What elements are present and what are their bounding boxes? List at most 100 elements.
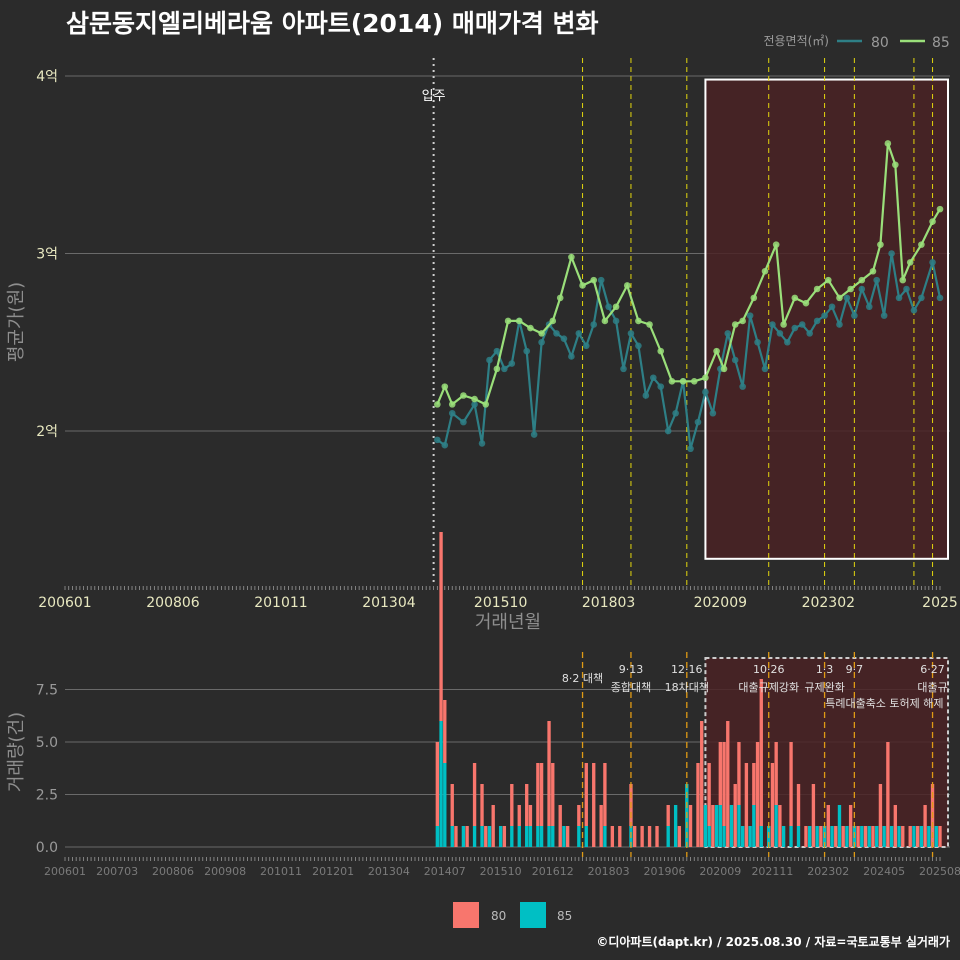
data-point-85 <box>646 321 653 328</box>
bar-80 <box>536 763 540 826</box>
data-point-85 <box>929 218 936 225</box>
bar-80 <box>565 826 570 847</box>
bar-80 <box>539 763 544 826</box>
y-axis-title-bottom: 거래량(건) <box>6 712 27 792</box>
data-point-80 <box>731 356 739 364</box>
bar-85 <box>815 826 819 847</box>
data-point-85 <box>568 253 575 261</box>
bar-80 <box>796 784 801 826</box>
data-point-85 <box>668 378 676 385</box>
data-point-80 <box>843 294 851 302</box>
bar-85 <box>919 826 924 847</box>
bar-80 <box>502 826 507 847</box>
data-point-80 <box>471 401 478 408</box>
bar-80 <box>517 805 521 826</box>
y-tick-label-bottom: 7.5 <box>36 683 58 699</box>
policy-label-sub: 대출규 <box>917 681 947 694</box>
bar-85 <box>845 826 849 847</box>
bar-80 <box>677 826 682 847</box>
x-tick-label-bottom: 201906 <box>643 865 685 878</box>
bar-80 <box>871 826 875 847</box>
x-tick-label-bottom: 202009 <box>699 865 741 878</box>
bar-80 <box>707 763 711 826</box>
bar-85 <box>547 826 551 847</box>
bar-85 <box>718 805 722 847</box>
bar-80 <box>804 826 808 847</box>
bar-85 <box>722 826 726 847</box>
data-point-80 <box>575 330 583 337</box>
x-tick-label-top: 202009 <box>694 595 747 611</box>
bar-80 <box>603 763 607 826</box>
policy-label-sub: 특례대출축소 토허제 해제 <box>825 696 943 710</box>
policy-label: 10·26 <box>753 663 785 676</box>
bar-85 <box>740 826 745 847</box>
data-point-80 <box>434 436 441 444</box>
bar-85 <box>510 826 514 847</box>
bar-80 <box>640 826 644 847</box>
bar-85 <box>539 826 544 847</box>
bar-85 <box>897 826 901 847</box>
data-point-85 <box>780 321 787 328</box>
bar-80 <box>435 742 440 826</box>
data-point-80 <box>486 356 493 364</box>
bar-80 <box>759 679 763 826</box>
bar-80 <box>528 805 533 826</box>
data-point-80 <box>828 303 836 311</box>
data-point-80 <box>620 365 627 373</box>
data-point-85 <box>493 365 501 373</box>
bar-80 <box>647 826 652 847</box>
data-point-80 <box>709 409 717 417</box>
data-point-85 <box>772 241 780 248</box>
bar-85 <box>752 805 756 847</box>
data-point-80 <box>553 330 560 337</box>
data-point-85 <box>858 276 866 284</box>
bar-80 <box>744 763 749 847</box>
data-point-85 <box>836 294 843 302</box>
move-in-label: 입주 <box>422 89 446 104</box>
credit-text: ©디아파트(dapt.kr) / 2025.08.30 / 자료=국토교통부 실… <box>596 935 950 949</box>
bar-80 <box>901 826 905 847</box>
bar-85 <box>714 805 719 847</box>
data-point-80 <box>895 294 903 302</box>
bar-85 <box>562 826 566 847</box>
data-point-80 <box>597 276 605 284</box>
bar-85 <box>789 826 793 847</box>
data-point-80 <box>739 383 746 390</box>
bar-85 <box>707 826 711 847</box>
x-tick-label-top: 2025 <box>922 595 958 611</box>
data-point-85 <box>460 392 467 399</box>
y-tick-label-top: 4억 <box>36 69 58 85</box>
data-point-85 <box>892 161 899 169</box>
x-tick-label-bottom: 202302 <box>807 865 849 878</box>
bar-85 <box>472 826 477 847</box>
y-tick-label-top: 2억 <box>36 424 58 440</box>
bar-80 <box>722 742 726 826</box>
bar-85 <box>536 826 540 847</box>
data-point-80 <box>873 276 881 284</box>
legend-label-bottom-80: 80 <box>491 909 506 923</box>
x-tick-label-bottom: 202405 <box>863 865 905 878</box>
data-point-85 <box>590 276 598 284</box>
x-tick-label-bottom: 202508 <box>919 865 960 878</box>
data-point-80 <box>851 312 858 319</box>
bar-80 <box>454 826 458 847</box>
data-point-85 <box>623 282 631 289</box>
bar-85 <box>934 826 938 847</box>
data-point-85 <box>720 365 728 373</box>
bar-80 <box>577 805 581 826</box>
x-axis-title-top: 거래년월 <box>475 612 541 633</box>
x-tick-label-bottom: 201201 <box>312 865 354 878</box>
bar-85 <box>882 826 886 847</box>
data-point-80 <box>836 321 843 328</box>
data-point-80 <box>769 321 776 328</box>
x-tick-label-top: 201510 <box>474 595 527 611</box>
data-point-85 <box>869 267 877 275</box>
data-point-80 <box>865 303 873 311</box>
bar-85 <box>528 826 533 847</box>
data-point-80 <box>538 338 545 346</box>
bar-80 <box>711 805 715 847</box>
bar-85 <box>889 826 894 847</box>
bar-80 <box>878 784 883 847</box>
data-point-80 <box>493 347 501 355</box>
bar-80 <box>547 721 551 826</box>
